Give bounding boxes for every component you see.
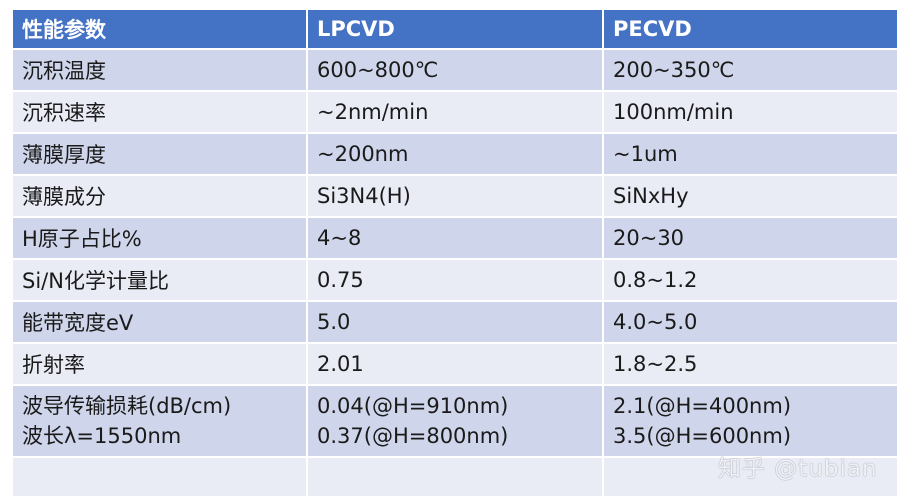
lpcvd-cell: ~2nm/min — [306, 90, 604, 134]
pecvd-cell: 100nm/min — [602, 90, 899, 134]
header-row: 性能参数 LPCVD PECVD — [11, 8, 899, 50]
param-cell: H原子占比% — [11, 216, 308, 260]
table-row: 沉积温度 600~800℃ 200~350℃ — [11, 48, 899, 92]
lpcvd-line: 0.37(@H=800nm) — [317, 424, 509, 448]
table-row: 沉积速率 ~2nm/min 100nm/min — [11, 90, 899, 134]
param-cell: 能带宽度eV — [11, 300, 308, 344]
pecvd-cell: 4.0~5.0 — [602, 300, 899, 344]
header-pecvd: PECVD — [602, 8, 899, 50]
table-row: H原子占比% 4~8 20~30 — [11, 216, 899, 260]
comparison-table: 性能参数 LPCVD PECVD 沉积温度 600~800℃ 200~350℃ … — [11, 8, 899, 498]
param-cell: 薄膜厚度 — [11, 132, 308, 176]
lpcvd-cell: Si3N4(H) — [306, 174, 604, 218]
pecvd-line: 2.1(@H=400nm) — [613, 394, 792, 418]
param-line: 波导传输损耗(dB/cm) — [22, 394, 232, 418]
table-row: 薄膜厚度 ~200nm ~1um — [11, 132, 899, 176]
pecvd-cell: 1.8~2.5 — [602, 342, 899, 386]
table-row: Si/N化学计量比 0.75 0.8~1.2 — [11, 258, 899, 302]
lpcvd-cell: ~200nm — [306, 132, 604, 176]
param-cell: 波导传输损耗(dB/cm) 波长λ=1550nm — [11, 384, 308, 458]
table-row: 折射率 2.01 1.8~2.5 — [11, 342, 899, 386]
pecvd-cell: ~1um — [602, 132, 899, 176]
table-row: 薄膜成分 Si3N4(H) SiNxHy — [11, 174, 899, 218]
param-line: 波长λ=1550nm — [22, 424, 182, 448]
lpcvd-cell: 600~800℃ — [306, 48, 604, 92]
lpcvd-cell: 0.75 — [306, 258, 604, 302]
pecvd-cell: 20~30 — [602, 216, 899, 260]
pecvd-cell: 200~350℃ — [602, 48, 899, 92]
pecvd-cell: 0.8~1.2 — [602, 258, 899, 302]
pecvd-cell: 2.1(@H=400nm) 3.5(@H=600nm) — [602, 384, 899, 458]
watermark: 知乎 @tubian — [718, 456, 878, 482]
lpcvd-cell — [306, 456, 604, 498]
header-lpcvd: LPCVD — [306, 8, 604, 50]
pecvd-line: 3.5(@H=600nm) — [613, 424, 792, 448]
header-parameter: 性能参数 — [11, 8, 308, 50]
lpcvd-cell: 5.0 — [306, 300, 604, 344]
pecvd-cell — [602, 456, 899, 498]
table-row: 能带宽度eV 5.0 4.0~5.0 — [11, 300, 899, 344]
param-cell: Si/N化学计量比 — [11, 258, 308, 302]
param-cell — [11, 456, 308, 498]
lpcvd-cell: 2.01 — [306, 342, 604, 386]
param-cell: 沉积速率 — [11, 90, 308, 134]
table-row-empty — [11, 456, 899, 498]
param-cell: 沉积温度 — [11, 48, 308, 92]
pecvd-cell: SiNxHy — [602, 174, 899, 218]
lpcvd-cell: 4~8 — [306, 216, 604, 260]
param-cell: 薄膜成分 — [11, 174, 308, 218]
lpcvd-cell: 0.04(@H=910nm) 0.37(@H=800nm) — [306, 384, 604, 458]
param-cell: 折射率 — [11, 342, 308, 386]
table-row: 波导传输损耗(dB/cm) 波长λ=1550nm 0.04(@H=910nm) … — [11, 384, 899, 458]
lpcvd-line: 0.04(@H=910nm) — [317, 394, 509, 418]
